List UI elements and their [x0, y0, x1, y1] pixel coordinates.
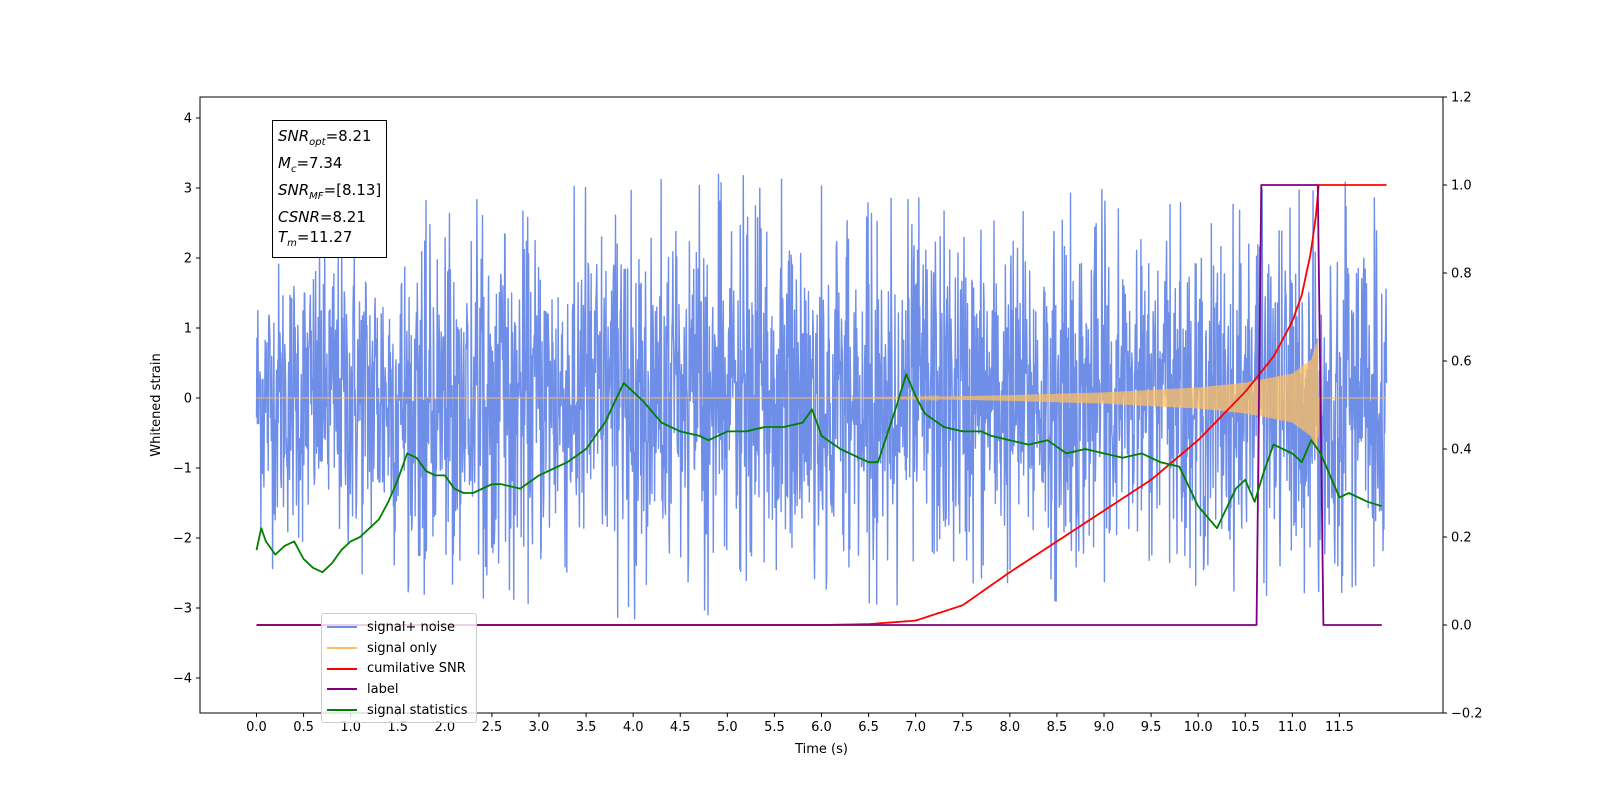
y-tick-label: 4 — [184, 112, 192, 127]
signal-only-line — [256, 339, 1387, 455]
snr-opt-line: SNRopt=8.21 — [278, 127, 372, 148]
tm-value: =11.27 — [296, 228, 353, 246]
x-tick-label: 9.0 — [1094, 720, 1115, 735]
x-tick-label: 2.5 — [482, 720, 503, 735]
y-tick-label: −1 — [173, 462, 192, 477]
legend-item-cumulative-snr: cumilative SNR — [322, 658, 476, 679]
legend-swatch — [327, 647, 357, 650]
x-tick-label: 0.0 — [246, 720, 267, 735]
y2-tick-label: 0.8 — [1451, 267, 1472, 282]
x-tick-label: 8.5 — [1047, 720, 1068, 735]
snr-mf-line: SNRMF=[8.13] — [278, 181, 382, 202]
info-box: SNRopt=8.21 Mc=7.34 SNRMF=[8.13] CSNR=8.… — [272, 120, 388, 258]
y-tick-label: 2 — [184, 252, 192, 267]
x-tick-label: 3.0 — [529, 720, 550, 735]
csnr-value: =8.21 — [319, 208, 366, 226]
y2-tick-label: 1.0 — [1451, 179, 1472, 194]
signal-statistics-line — [255, 373, 1383, 574]
x-tick-label: 10.0 — [1184, 720, 1213, 735]
x-axis-label: Time (s) — [794, 742, 848, 757]
legend-label: signal only — [367, 640, 438, 656]
legend-swatch — [327, 626, 357, 629]
legend-swatch — [327, 709, 357, 712]
legend-swatch — [327, 667, 357, 670]
y2-tick-label: −0.2 — [1451, 707, 1483, 722]
y-tick-label: 3 — [184, 182, 192, 197]
y2-tick-label: 0.0 — [1451, 619, 1472, 634]
legend-item-signal-statistics: signal statistics — [322, 700, 476, 721]
y-tick-label: −4 — [173, 672, 192, 687]
x-tick-label: 8.0 — [999, 720, 1020, 735]
x-tick-label: 9.5 — [1141, 720, 1162, 735]
x-tick-label: 5.5 — [764, 720, 785, 735]
x-tick-label: 6.5 — [858, 720, 879, 735]
x-tick-label: 11.5 — [1325, 720, 1354, 735]
y2-axis-ticks: −0.2 0.0 0.2 0.4 0.6 0.8 1.0 1.2 — [1443, 91, 1483, 722]
snr-opt-value: =8.21 — [325, 127, 372, 145]
legend-label: label — [367, 681, 399, 697]
x-axis-ticks: 0.0 0.5 1.0 1.5 2.0 2.5 3.0 3.5 4.0 4.5 5.0 5.5 6.0 6… — [246, 713, 1354, 735]
y2-tick-label: 0.4 — [1451, 443, 1472, 458]
y-tick-label: 0 — [184, 392, 192, 407]
y2-tick-label: 1.2 — [1451, 91, 1472, 106]
legend: signal+ noise signal only cumilative SNR… — [321, 613, 477, 724]
x-tick-label: 7.5 — [952, 720, 973, 735]
x-tick-label: 5.0 — [717, 720, 738, 735]
x-tick-label: 0.5 — [293, 720, 314, 735]
y2-tick-label: 0.6 — [1451, 355, 1472, 370]
x-tick-label: 4.5 — [670, 720, 691, 735]
snr-mf-value: =[8.13] — [323, 181, 382, 199]
x-tick-label: 7.0 — [905, 720, 926, 735]
y-tick-label: 1 — [184, 322, 192, 337]
signal-only-series — [256, 339, 1387, 455]
x-tick-label: 11.0 — [1278, 720, 1307, 735]
y2-tick-label: 0.2 — [1451, 531, 1472, 546]
y-tick-label: −2 — [173, 532, 192, 547]
legend-swatch — [327, 688, 357, 691]
signal-noise-series — [255, 173, 1388, 620]
legend-item-signal-noise: signal+ noise — [322, 617, 476, 638]
x-tick-label: 2.0 — [434, 720, 455, 735]
x-tick-label: 10.5 — [1231, 720, 1260, 735]
x-tick-label: 4.0 — [623, 720, 644, 735]
legend-item-signal-only: signal only — [322, 638, 476, 659]
x-tick-label: 6.0 — [811, 720, 832, 735]
y-tick-label: −3 — [173, 602, 192, 617]
mc-value: =7.34 — [296, 154, 343, 172]
y-axis-label: Whitened strain — [149, 353, 164, 456]
legend-label: signal statistics — [367, 702, 468, 718]
mc-line: Mc=7.34 — [278, 154, 343, 175]
legend-item-label: label — [322, 679, 476, 700]
y-axis-ticks: −4 −3 −2 −1 0 1 2 3 4 — [173, 112, 200, 687]
x-tick-label: 3.5 — [576, 720, 597, 735]
signal-noise-line — [255, 173, 1388, 620]
x-tick-label: 1.5 — [387, 720, 408, 735]
legend-label: cumilative SNR — [367, 661, 466, 677]
x-tick-label: 1.0 — [340, 720, 361, 735]
tm-line: Tm=11.27 — [278, 228, 353, 249]
csnr-line: CSNR=8.21 — [278, 208, 366, 226]
legend-label: signal+ noise — [367, 619, 456, 635]
label-line — [256, 184, 1382, 626]
